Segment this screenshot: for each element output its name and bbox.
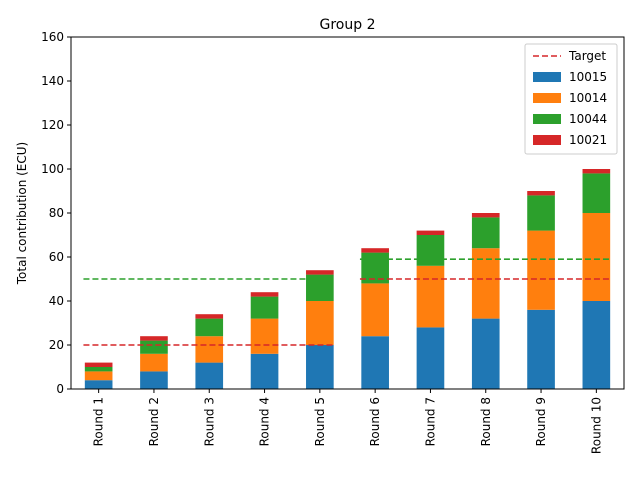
- bar-10015-round-3: [195, 362, 224, 389]
- y-axis-label: Total contribution (ECU): [15, 142, 29, 286]
- bar-10015-round-9: [527, 309, 555, 389]
- bar-10044-round-7: [416, 235, 445, 266]
- bar-10015-round-10: [582, 301, 611, 389]
- legend-label-10014: 10014: [569, 91, 607, 105]
- bar-10044-round-4: [250, 296, 279, 319]
- bar-10021-round-7: [416, 230, 445, 235]
- bar-10014-round-3: [195, 336, 224, 363]
- legend-swatch-10021: [533, 135, 561, 145]
- y-tick-label: 20: [49, 338, 64, 352]
- bar-10044-round-1: [84, 367, 113, 372]
- bar-10021-round-2: [140, 336, 168, 341]
- axes-layer: 0 20 40 60 80 100 120 140 160 Round 1 Round 2 Round…: [41, 30, 625, 454]
- bar-10044-round-2: [140, 340, 168, 354]
- bar-10015-round-5: [306, 345, 334, 389]
- bar-10021-round-1: [84, 362, 113, 367]
- bar-10014-round-1: [84, 371, 113, 381]
- x-tick-label: Round 4: [258, 397, 272, 446]
- bar-10021-round-9: [527, 191, 555, 196]
- bar-10015-round-1: [84, 380, 113, 389]
- y-tick-label: 60: [49, 250, 64, 264]
- target-lines-layer: [83, 258, 612, 346]
- legend-swatch-10015: [533, 72, 561, 82]
- bar-10044-round-10: [582, 173, 611, 213]
- bar-10021-round-6: [361, 248, 389, 253]
- bar-10014-round-7: [416, 265, 445, 328]
- bar-10021-round-5: [306, 270, 334, 275]
- bar-10014-round-10: [582, 213, 611, 301]
- bar-10014-round-2: [140, 353, 168, 372]
- bar-10044-round-9: [527, 195, 555, 231]
- bar-10014-round-4: [250, 318, 279, 354]
- x-tick-label: Round 3: [202, 397, 216, 446]
- bar-10044-round-3: [195, 318, 224, 337]
- x-tick-label: Round 10: [589, 397, 603, 454]
- bar-10015-round-4: [250, 353, 279, 389]
- y-tick-label: 160: [41, 30, 64, 44]
- bar-10014-round-9: [527, 230, 555, 310]
- y-tick-label: 140: [41, 74, 64, 88]
- legend-label-10021: 10021: [569, 133, 607, 147]
- bar-10014-round-6: [361, 283, 389, 337]
- y-tick-label: 0: [56, 382, 64, 396]
- bar-10015-round-2: [140, 371, 168, 389]
- x-tick-label: Round 9: [534, 397, 548, 446]
- x-tick-label: Round 8: [479, 397, 493, 446]
- legend-label-10044: 10044: [569, 112, 607, 126]
- legend-swatch-10044: [533, 114, 561, 124]
- chart-title: Group 2: [320, 17, 376, 33]
- bar-10021-round-10: [582, 169, 611, 174]
- bar-10021-round-4: [250, 292, 279, 297]
- legend-label-10015: 10015: [569, 70, 607, 84]
- bar-10015-round-8: [471, 318, 500, 389]
- bar-10015-round-7: [416, 327, 445, 389]
- x-tick-label: Round 7: [423, 397, 437, 446]
- bar-10021-round-3: [195, 314, 224, 319]
- y-tick-label: 40: [49, 294, 64, 308]
- legend-box: [524, 43, 618, 155]
- bar-10015-round-6: [361, 336, 389, 389]
- x-tick-label: Round 6: [368, 397, 382, 446]
- bar-10014-round-5: [306, 301, 334, 345]
- y-tick-label: 80: [49, 206, 64, 220]
- y-tick-label: 120: [41, 118, 64, 132]
- x-tick-label: Round 5: [313, 397, 327, 446]
- y-tick-label: 100: [41, 162, 64, 176]
- bar-10044-round-8: [471, 217, 500, 249]
- legend: Target 10015 10014 10044 10021: [524, 43, 618, 155]
- bar-10021-round-8: [471, 213, 500, 218]
- legend-swatch-10014: [533, 93, 561, 103]
- x-tick-label: Round 1: [92, 397, 106, 446]
- legend-label-target: Target: [568, 49, 606, 63]
- x-tick-label: Round 2: [147, 397, 161, 446]
